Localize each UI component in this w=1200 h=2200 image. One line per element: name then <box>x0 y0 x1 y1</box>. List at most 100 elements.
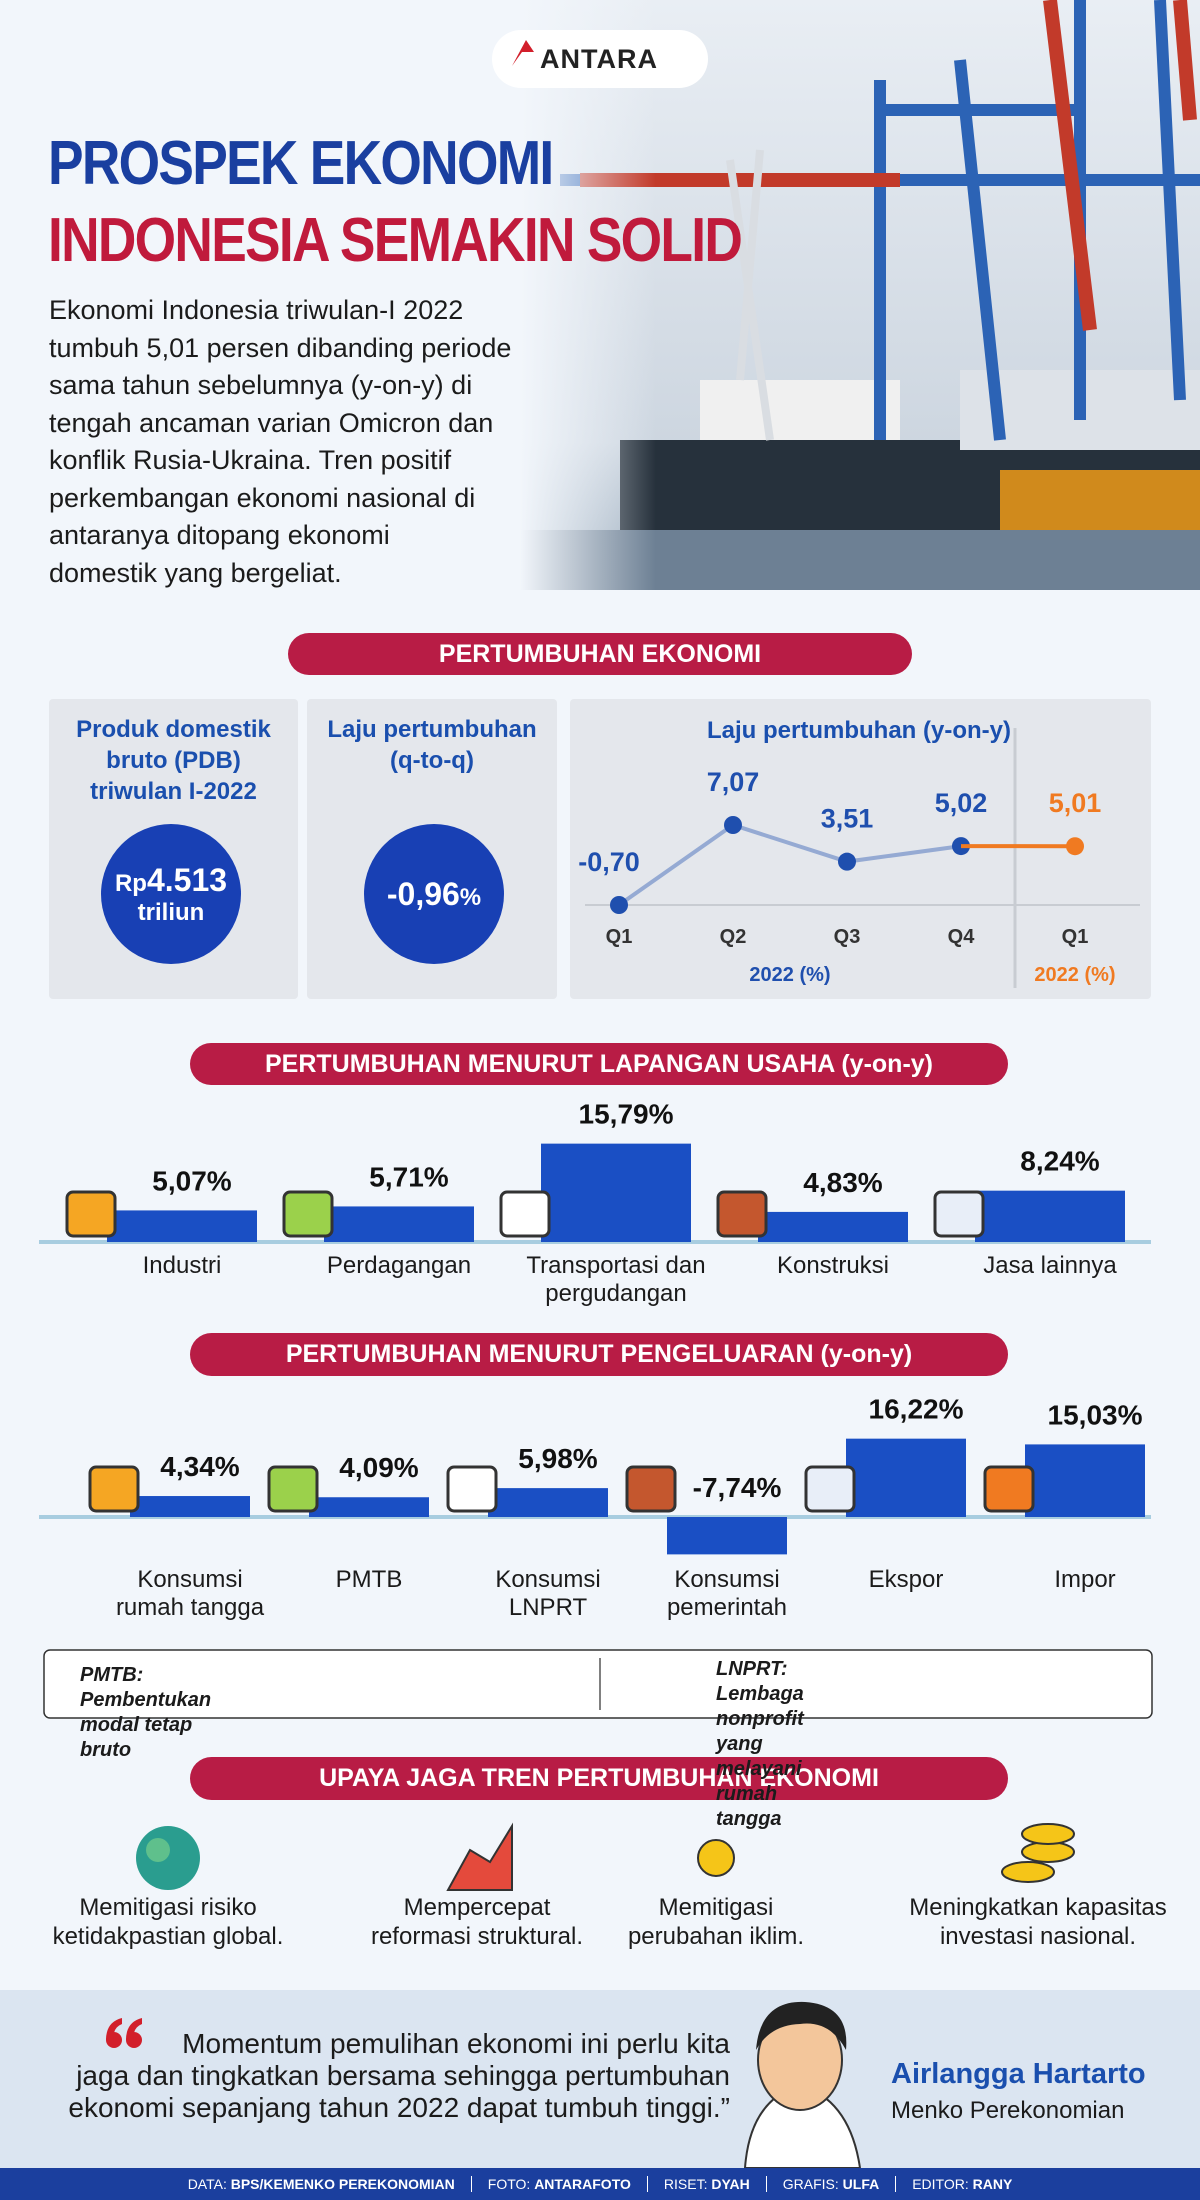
quote-band <box>0 1990 1200 2168</box>
effort-line: Mempercepat <box>403 1894 551 1921</box>
note-line: PMTB: Pembentukan modal tetap bruto <box>80 1664 212 1761</box>
portrait <box>743 2001 862 2169</box>
x-tick-label: PMTB <box>335 1566 403 1593</box>
x-tick-label: Q4 <box>948 926 976 948</box>
effort-line: perubahan iklim. <box>627 1923 805 1950</box>
x-tick-label: Industri <box>142 1252 222 1279</box>
value-label: 15,03% <box>1048 1399 1143 1430</box>
logo-pill <box>492 30 708 88</box>
icon <box>282 1190 334 1238</box>
credit: DATA: BPS/KEMENKO PEREKONOMIAN <box>172 2176 471 2192</box>
section-title: PERTUMBUHAN MENURUT PENGELUARAN (y-on-y) <box>190 1333 1008 1376</box>
quote-line: jaga dan tingkatkan bersama sehingga per… <box>76 2060 730 2091</box>
x-tick-label: Q2 <box>720 926 747 948</box>
currency: Rp <box>114 869 147 897</box>
value-label: 4,83% <box>803 1167 882 1198</box>
note-line: LNPRT: Lembaga nonprofit yang <box>716 1658 804 1755</box>
x-tick-label: Q1 <box>1062 926 1089 948</box>
effort-line: Memitigasi risiko <box>79 1894 257 1921</box>
credit: FOTO: ANTARAFOTO <box>470 2176 647 2192</box>
notes-box <box>43 1649 1153 1719</box>
note: LNPRT: Lembaga nonprofit yang melayani ru… <box>716 1657 804 1832</box>
bar <box>130 1496 250 1517</box>
effort: Memitigasi risiko ketidakpastian global. <box>0 1893 338 1951</box>
bar <box>488 1488 608 1517</box>
bar <box>1025 1444 1145 1517</box>
point <box>838 852 856 871</box>
value-label: 3,51 <box>821 804 874 834</box>
series-line <box>617 822 962 907</box>
section-title: UPAYA JAGA TREN PERTUMBUHAN EKONOMI <box>190 1757 1008 1800</box>
x-tick-label: Q1 <box>606 926 633 948</box>
value-label: 4,09% <box>339 1452 418 1483</box>
kpi-value: 4.513 <box>146 861 228 898</box>
bar <box>309 1497 429 1517</box>
x-tick-label: Konsumsi rumah tangga <box>115 1566 265 1621</box>
card <box>570 699 1151 999</box>
x-tick-label: Impor <box>1054 1566 1116 1593</box>
point <box>610 896 628 914</box>
value-label: 16,22% <box>869 1394 964 1425</box>
quote-mark <box>106 2018 142 2048</box>
effort-line: Memitigasi <box>658 1894 774 1921</box>
credit: RISET: DYAH <box>646 2176 766 2192</box>
credit-value: BPS/KEMENKO PEREKONOMIAN <box>230 2176 455 2192</box>
card-title: Produk domestik bruto (PDB) triwulan I-202… <box>49 714 298 807</box>
bar <box>107 1210 257 1242</box>
x-tick-label: Q3 <box>834 926 861 948</box>
value-label: 5,02 <box>935 788 988 818</box>
effort-line: reformasi struktural. <box>370 1923 584 1950</box>
section-title: PERTUMBUHAN EKONOMI <box>288 633 912 675</box>
icon <box>804 1465 856 1513</box>
chart-title: Laju pertumbuhan (y-on-y) <box>707 717 1011 744</box>
note-line: melayani rumah tangga <box>716 1758 802 1830</box>
x-tick-label: Konstruksi <box>776 1252 890 1279</box>
footer-band <box>0 2168 1200 2200</box>
x-tick-label: Perdagangan <box>326 1252 472 1279</box>
credit-value: DYAH <box>711 2176 750 2192</box>
kpi-unit: % <box>459 883 482 911</box>
title: INDONESIA SEMAKIN SOLID <box>48 206 743 275</box>
intro-line: domestik yang bergeliat. <box>49 557 342 588</box>
intro-line: tengah ancaman varian Omicron dan <box>49 407 494 438</box>
credit-value: RANY <box>972 2176 1013 2192</box>
x-tick-label: Transportasi dan pergudangan <box>526 1252 706 1307</box>
x-tick-label: Konsumsi pemerintah <box>666 1566 788 1621</box>
section-title: PERTUMBUHAN MENURUT LAPANGAN USAHA (y-on… <box>190 1043 1008 1085</box>
value-label: 15,79% <box>579 1099 674 1130</box>
note: PMTB: Pembentukan modal tetap bruto <box>80 1663 211 1763</box>
kpi-unit: triliun <box>137 898 205 926</box>
quote-line: Momentum pemulihan ekonomi ini perlu kit… <box>182 2028 730 2059</box>
value-label: 4,34% <box>160 1451 239 1482</box>
bar <box>758 1211 908 1242</box>
value-label: 8,24% <box>1020 1146 1099 1177</box>
quote-role: Menko Perekonomian <box>891 2097 1125 2124</box>
x-tick-label: Ekspor <box>868 1566 944 1593</box>
icon <box>267 1465 319 1513</box>
point <box>724 816 742 834</box>
effort: Meningkatkan kapasitas investasi nasional… <box>868 1893 1200 1951</box>
intro: Ekonomi Indonesia triwulan-I 2022 tumbuh … <box>49 292 511 592</box>
kpi: -0,96% <box>364 824 504 964</box>
quote-line: ekonomi sepanjang tahun 2022 dapat tumbu… <box>68 2092 730 2123</box>
credit-label: GRAFIS: <box>782 2176 839 2192</box>
effort: Mempercepat reformasi struktural. <box>307 1893 647 1951</box>
x-tick-label: Jasa lainnya <box>983 1252 1117 1279</box>
kpi: Rp4.513 triliun <box>101 824 241 964</box>
value-label: 5,98% <box>518 1443 597 1474</box>
bar <box>541 1143 691 1242</box>
value-label: 5,71% <box>369 1161 448 1192</box>
value-label: -0,70 <box>578 847 640 877</box>
credit: EDITOR: RANY <box>895 2176 1028 2192</box>
intro-line: sama tahun sebelumnya (y-on-y) di <box>49 370 473 400</box>
value-label: 7,07 <box>707 767 760 797</box>
icon <box>65 1190 117 1238</box>
effort-line: investasi nasional. <box>939 1923 1137 1950</box>
credit-label: DATA: <box>187 2176 227 2192</box>
card-title: Laju pertumbuhan (q-to-q) <box>307 714 557 776</box>
bar <box>846 1438 966 1517</box>
intro-line: konflik Rusia-Ukraina. Tren positif <box>49 445 452 475</box>
bar <box>667 1517 787 1555</box>
